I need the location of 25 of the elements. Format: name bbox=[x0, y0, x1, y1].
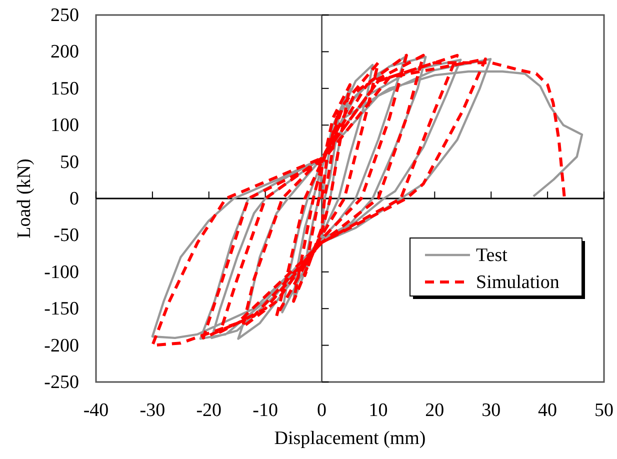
x-tick-label: -20 bbox=[196, 400, 222, 421]
y-tick-label: 50 bbox=[60, 152, 79, 173]
y-tick-label: 250 bbox=[50, 5, 79, 26]
x-tick-label: 30 bbox=[482, 400, 501, 421]
x-tick-label: 20 bbox=[425, 400, 444, 421]
y-tick-label: -100 bbox=[44, 262, 79, 283]
legend-label: Test bbox=[476, 245, 508, 266]
y-tick-label: 150 bbox=[50, 78, 79, 100]
y-tick-label: -50 bbox=[54, 225, 79, 246]
legend-label: Simulation bbox=[476, 272, 560, 293]
y-tick-label: 100 bbox=[50, 115, 79, 136]
x-axis-title: Displacement (mm) bbox=[274, 428, 426, 449]
x-tick-label: -30 bbox=[140, 400, 166, 421]
y-tick-label: -200 bbox=[44, 335, 79, 356]
x-tick-label: 0 bbox=[317, 400, 327, 421]
y-tick-label: -250 bbox=[44, 372, 79, 393]
x-tick-label: -10 bbox=[252, 400, 278, 421]
y-tick-label: 0 bbox=[70, 188, 79, 210]
y-axis-title: Load (kN) bbox=[14, 158, 35, 238]
y-tick-label: -150 bbox=[44, 298, 79, 320]
y-tick-label: 200 bbox=[50, 42, 79, 63]
x-tick-label: 10 bbox=[368, 400, 388, 421]
x-tick-label: 40 bbox=[538, 400, 558, 421]
x-tick-label: -40 bbox=[83, 400, 109, 421]
x-tick-label: 50 bbox=[594, 400, 614, 421]
